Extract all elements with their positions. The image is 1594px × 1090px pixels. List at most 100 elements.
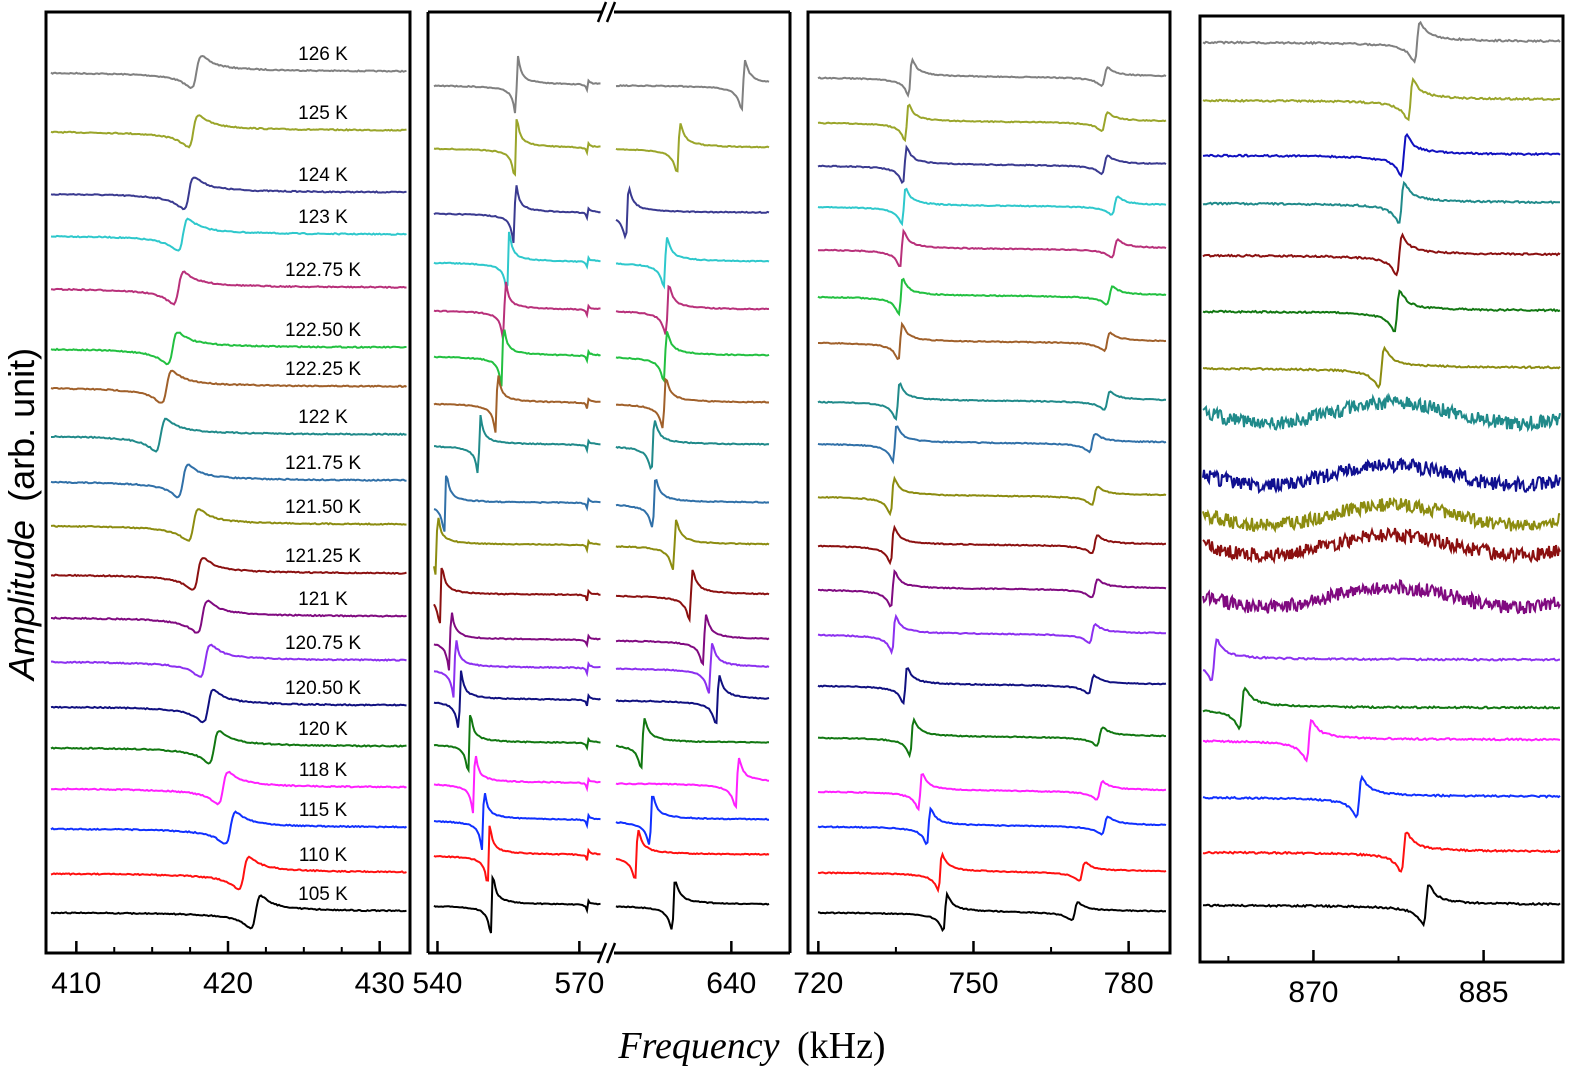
panel-4-trace-0 [1202,20,1561,64]
panel-4-trace-2 [1202,132,1561,178]
panel-1-trace-6 [50,369,408,404]
panel-4-trace-13 [1202,686,1561,731]
panel-2-left-trace-13 [433,670,601,728]
panel-2-left-trace-5 [433,329,601,387]
panel-2-left-trace-18 [433,874,601,934]
panel-2-right-tick-label: 640 [706,967,756,1000]
panel-2-left-trace-9 [433,517,601,575]
panel-3-trace-6 [818,321,1167,361]
temperature-label: 121.50 K [285,497,361,518]
panel-4-trace-11 [1202,579,1561,615]
panel-2-left-trace-15 [433,755,601,814]
panel-2-left-tick-label: 570 [554,967,604,1000]
panel-2-right-trace-4 [615,284,770,335]
panel-2-right-trace-14 [615,717,769,770]
panel-1-trace-10 [50,557,407,591]
panel-3-trace-17 [817,851,1167,894]
temperature-label: 120.50 K [285,678,361,699]
panel-2-left-trace-17 [433,825,601,882]
x-axis-title: Frequency (kHz) [617,1025,885,1067]
panel-2-left-trace-16 [433,793,601,850]
panel-3-trace-11 [818,569,1167,608]
panel-1-tick-label: 410 [51,967,101,1000]
temperature-label: 121.75 K [285,453,361,474]
axis-break-marks [596,1,617,964]
panel-1-tick-label: 420 [203,967,253,1000]
panel-4-trace-7 [1202,392,1561,433]
temperature-labels-group: 126 K 125 K 124 K 123 K 122.75 K 122.50 K 122.… [285,44,361,905]
panel-2-left-tick-label: 540 [412,967,462,1000]
panel-2-left-trace-11 [433,612,601,671]
panel-4-trace-1 [1202,76,1561,122]
panel-1-trace-8 [50,463,407,499]
panel-4-trace-12 [1202,638,1561,682]
panel-1-trace-2 [50,176,407,211]
panel-1-trace-0 [50,54,407,90]
panel-4-trace-14 [1202,718,1561,763]
panel-3-tick-label: 780 [1104,967,1154,1000]
panel-4-trace-3 [1202,180,1560,224]
panel-3-trace-7 [817,382,1167,421]
ticks-group: 410 420 430 540 570 640 720 750 780 870 885 [51,941,1509,1009]
panel-2-left-trace-6 [433,375,601,433]
panel-3-trace-8 [817,425,1167,465]
panel-3-trace-1 [817,103,1167,143]
panel-1-tick-label: 430 [355,967,405,1000]
panel-4-trace-4 [1202,232,1561,277]
temperature-label: 126 K [298,44,348,65]
panel-1-trace-15 [50,770,407,806]
temperature-label: 122.75 K [285,260,361,281]
panel-3-trace-0 [817,57,1167,98]
panel-2-right-trace-18 [615,881,770,930]
panel-3-tick-label: 720 [793,967,843,1000]
panel-2-left-trace-8 [433,475,601,532]
panel-4-trace-17 [1202,884,1561,928]
panel-4-tick-label: 885 [1459,976,1509,1009]
panel-4-frame [1198,14,1565,964]
panel-3-tick-label: 750 [948,967,998,1000]
panel-4-trace-5 [1202,289,1561,333]
panel-2-right-trace-9 [615,519,770,571]
panel-3-trace-9 [817,475,1167,517]
panel-4-trace-9 [1202,496,1561,534]
panel-3-trace-10 [817,524,1167,566]
temperature-label: 105 K [298,884,348,905]
temperature-label: 118 K [299,760,348,781]
panel-3-trace-15 [817,772,1167,812]
y-axis-title-italic: Amplitude [1,520,42,682]
panel-4-trace-6 [1202,345,1561,389]
panel-2-right-trace-5 [615,331,770,384]
panel-2-right-trace-0 [615,59,770,113]
x-axis-title-unit: (kHz) [797,1025,886,1067]
panel-4-trace-15 [1202,774,1561,819]
panel-1-trace-3 [50,217,407,252]
panel-3-trace-5 [817,277,1167,317]
panel-3-trace-13 [817,667,1167,706]
temperature-label: 124 K [298,165,348,186]
panel-3-trace-16 [817,806,1167,846]
panel-1-trace-5 [50,331,407,366]
y-axis-title: Amplitude (arb. unit) [1,348,42,682]
panel-2-right-trace-8 [615,478,770,528]
panel-1-trace-1 [50,114,407,149]
traces-group [50,20,1561,934]
panel-2-right-trace-2 [615,184,770,240]
panel-2-left-trace-3 [433,231,601,291]
temperature-label: 121 K [298,589,348,610]
panel-1-trace-13 [50,688,407,724]
temperature-label: 121.25 K [285,546,361,567]
panel-2-right-trace-17 [615,829,770,879]
panel-1-trace-16 [50,810,408,845]
panel-2-right-trace-3 [615,237,770,290]
panel-2-right-trace-10 [615,569,770,624]
panel-3-trace-12 [817,613,1167,656]
panel-1-trace-18 [50,894,407,930]
temperature-label: 122.25 K [285,359,361,380]
panel-2-left-trace-14 [433,714,601,774]
panel-4-tick-label: 870 [1288,976,1338,1009]
panel-1-trace-7 [51,417,407,453]
panel-2-right-trace-7 [615,420,770,471]
panel-1-trace-11 [50,599,407,634]
panel-1-trace-14 [50,730,407,765]
